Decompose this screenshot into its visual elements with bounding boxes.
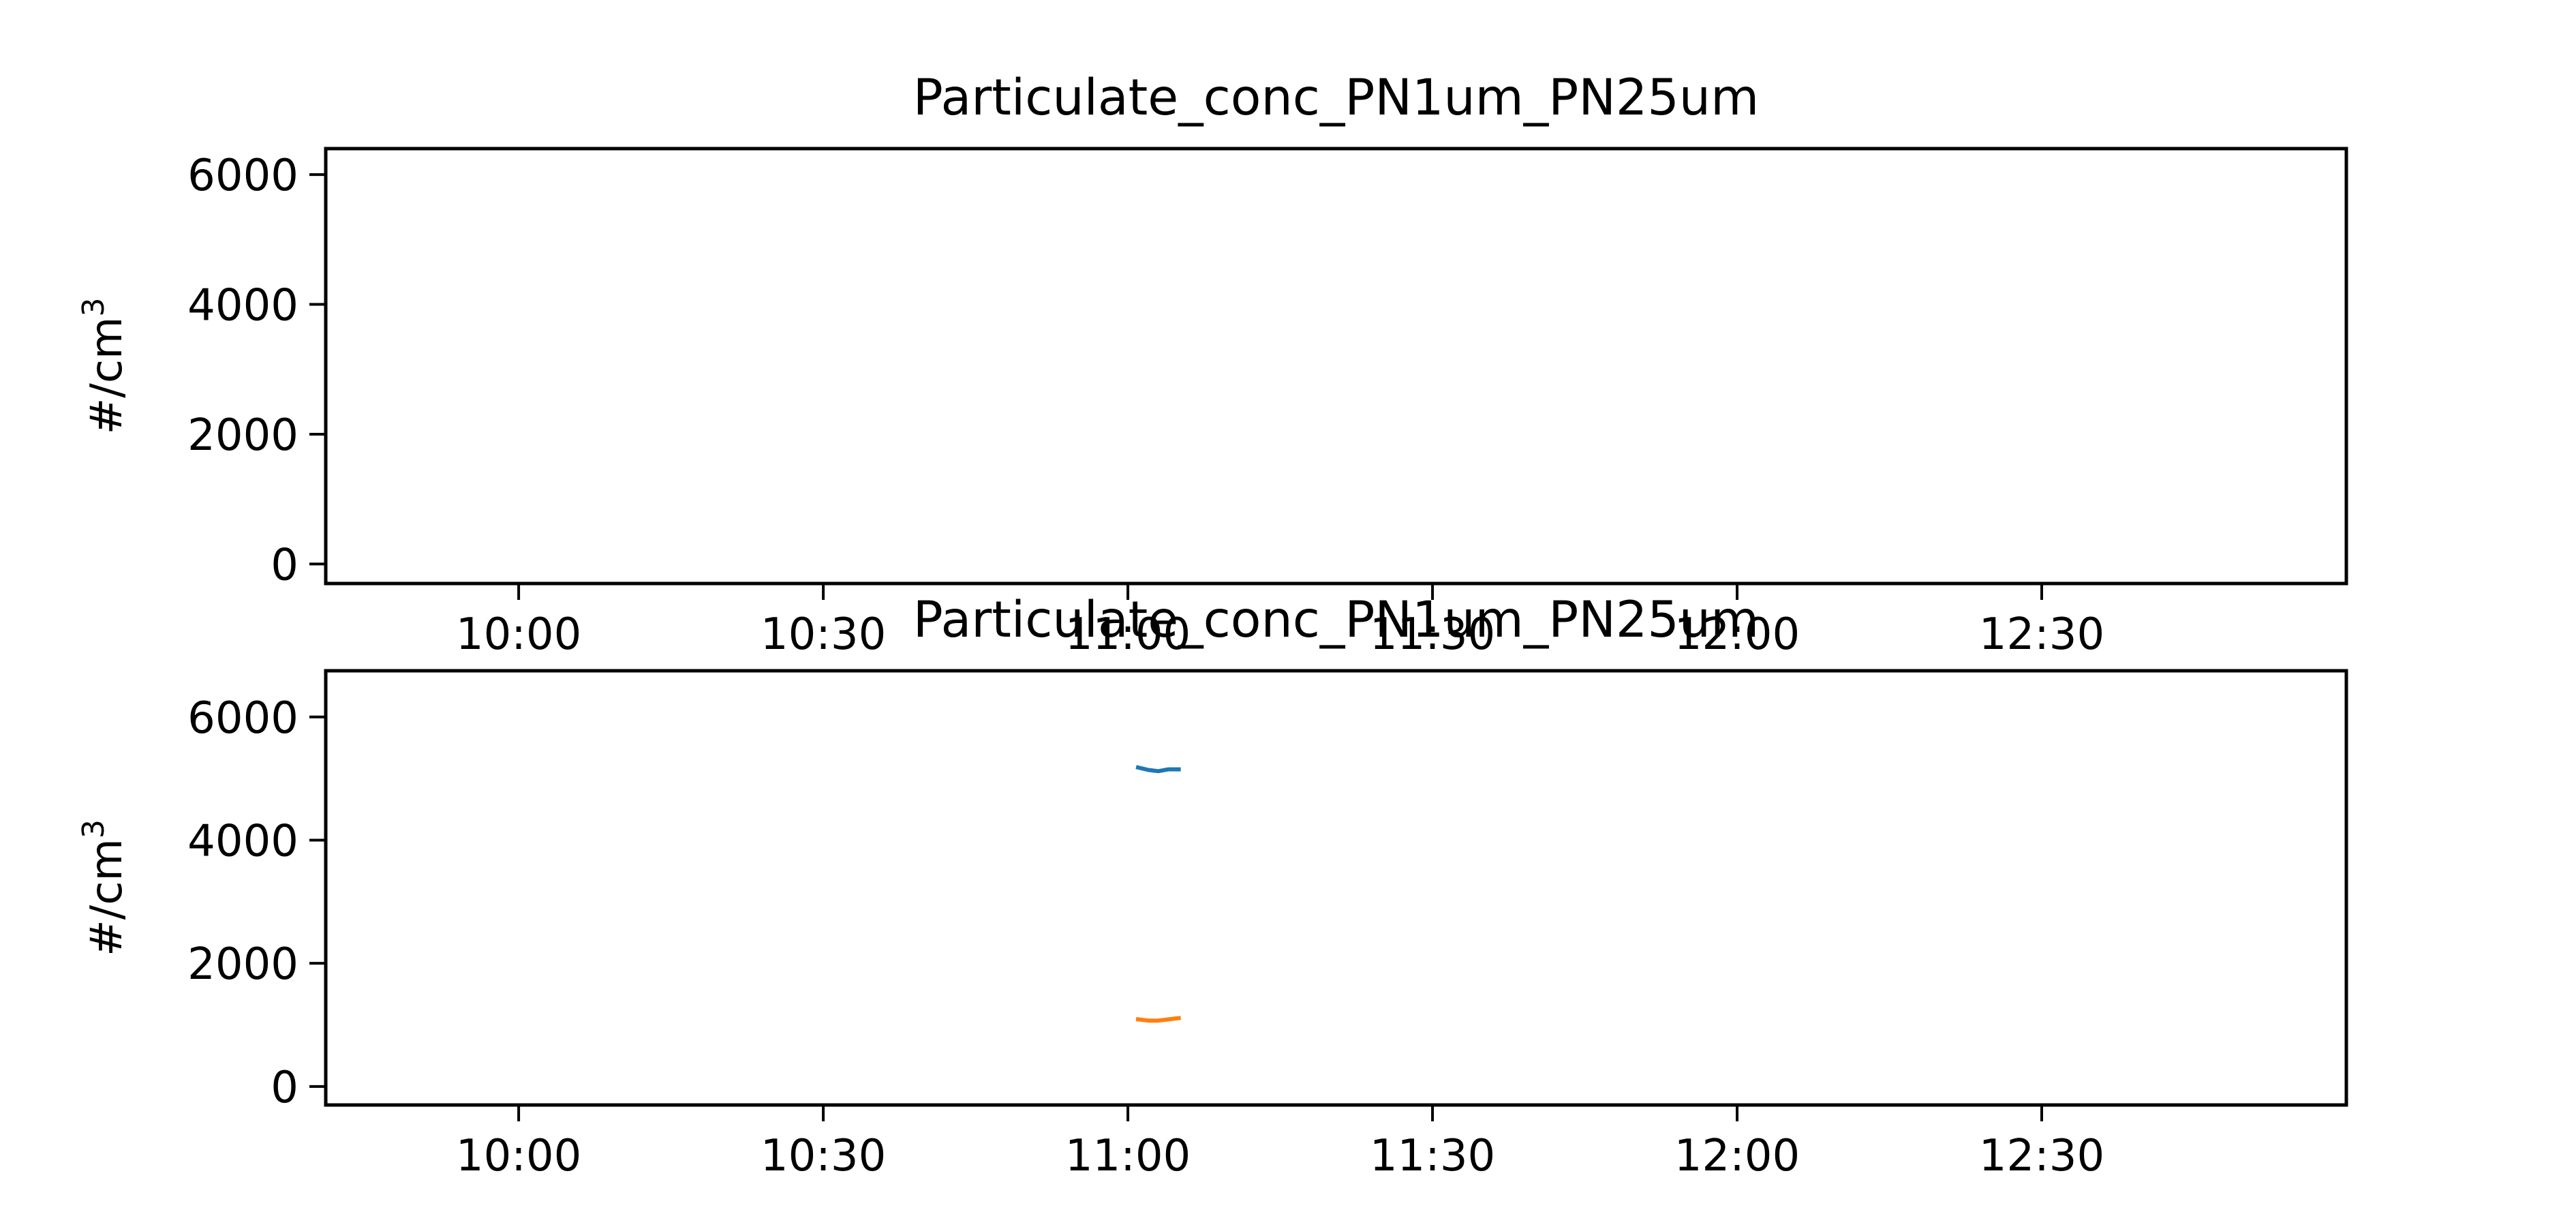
y-axis-label: #/cm3 [76, 819, 132, 956]
x-tick-label: 11:00 [1065, 1131, 1191, 1181]
axes-frame [324, 147, 2348, 586]
axes-frame [324, 669, 2348, 1107]
y-tick-label: 4000 [187, 816, 298, 866]
y-axis-label-base: #/cm [82, 838, 132, 956]
y-axis-label: #/cm3 [76, 298, 132, 435]
y-tick-label: 2000 [187, 410, 298, 461]
y-tick-label: 2000 [187, 939, 298, 990]
x-tick-label: 11:30 [1370, 1131, 1495, 1181]
x-tick-label: 10:00 [456, 1131, 581, 1181]
series-line-1 [1135, 765, 1181, 774]
x-tick-label: 11:30 [1370, 609, 1495, 660]
x-tick-label: 10:30 [761, 609, 886, 660]
x-tick-label: 12:00 [1674, 609, 1800, 660]
y-tick-label: 0 [271, 540, 298, 590]
chart-title: Particulate_conc_PN1um_PN25um [913, 69, 1759, 127]
y-axis-label-superscript: 3 [76, 298, 111, 317]
chart-title: Particulate_conc_PN1um_PN25um [913, 591, 1759, 649]
y-axis-label-base: #/cm [82, 317, 132, 435]
x-tick-label: 12:30 [1979, 609, 2104, 660]
x-tick-label: 11:00 [1065, 609, 1191, 660]
y-axis-label-superscript: 3 [76, 819, 111, 838]
chart-panel-1: Particulate_conc_PN1um_PN25um #/cm3 0 2000 4… [76, 69, 2348, 660]
y-tick-label: 6000 [187, 151, 298, 201]
panels: Particulate_conc_PN1um_PN25um#/cm3020004… [76, 69, 2348, 1181]
series-line-2 [1135, 1016, 1181, 1023]
x-tick-label: 12:00 [1674, 1131, 1800, 1181]
x-tick-label: 10:00 [456, 609, 581, 660]
chart-panel-2: Particulate_conc_PN1um_PN25um #/cm3 0 2000 4… [76, 591, 2348, 1181]
x-tick-label: 12:30 [1979, 1131, 2104, 1181]
y-tick-label: 4000 [187, 281, 298, 331]
y-tick-label: 0 [271, 1063, 298, 1113]
y-tick-label: 6000 [187, 693, 298, 744]
x-tick-label: 10:30 [761, 1131, 886, 1181]
